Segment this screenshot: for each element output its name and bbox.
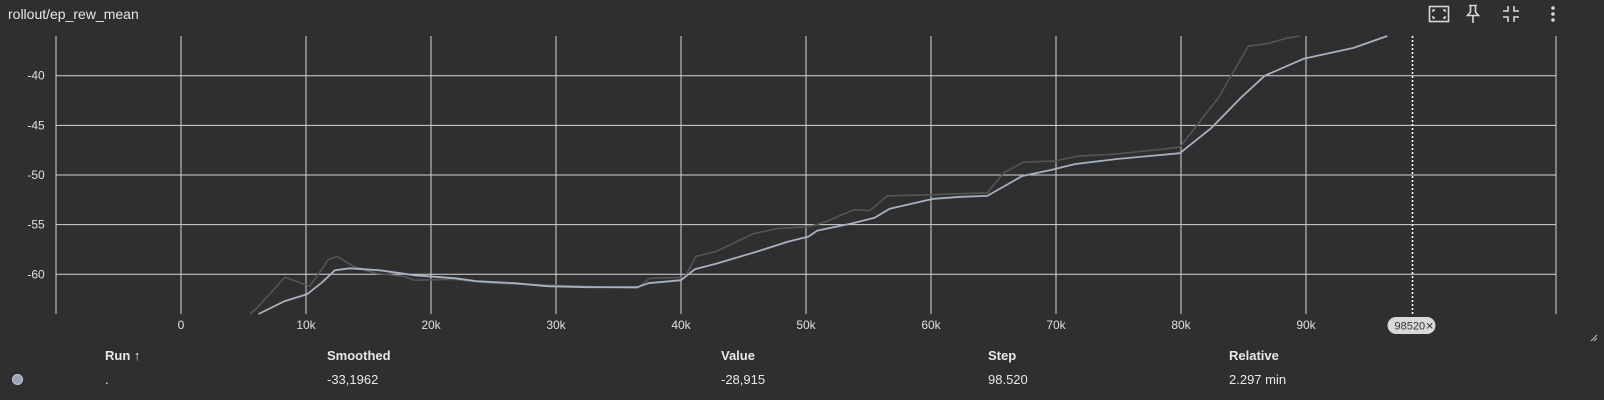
more-vert-icon [1551,6,1555,22]
x-tick-label: 70k [1046,318,1066,332]
chart-series [249,35,1388,315]
x-tick-label: 10k [296,318,316,332]
x-tick-label: 40k [671,318,691,332]
x-tick-label: 50k [796,318,816,332]
y-tick-label: -55 [27,218,45,232]
x-tick-label: 0 [178,318,185,332]
hover-step-label: 98520 [1395,321,1426,333]
chart-grid [55,36,1557,314]
hover-step-badge [1387,317,1436,334]
collapse-icon [1503,6,1519,22]
fit-domain-icon [1428,5,1450,23]
resize-handle-icon[interactable] [1590,334,1598,342]
x-tick-label: 30k [546,318,566,332]
series-line-smoothed [258,35,1388,315]
hover-marker[interactable]: 98520 ✕ [1387,36,1436,334]
y-axis: -60 -55 -50 -45 -40 [27,69,45,282]
header-value: Value [721,348,755,363]
run-color-dot-icon [12,374,23,385]
x-tick-label: 90k [1296,318,1316,332]
y-tick-label: -45 [27,118,45,132]
header-run[interactable]: Run ↑ [105,348,141,363]
header-smoothed: Smoothed [327,348,391,363]
y-tick-label: -40 [27,69,45,83]
y-tick-label: -50 [27,168,45,182]
x-axis: 0 10k 20k 30k 40k 50k 60k 70k 80k 90k [178,318,1317,332]
collapse-button[interactable] [1498,2,1524,26]
run-name: . [105,372,109,387]
step-value: 98.520 [988,372,1028,387]
x-tick-label: 20k [421,318,441,332]
smoothed-value: -33,1962 [327,372,379,387]
pin-button[interactable] [1460,2,1486,26]
line-chart[interactable]: -60 -55 -50 -45 -40 0 10k 20k 30k 40k 50k 60k 70k 80… [0,0,1604,345]
header-relative: Relative [1229,348,1279,363]
series-line-raw [249,35,1300,315]
raw-value: -28,915 [721,372,766,387]
pin-icon [1465,4,1481,23]
more-options-button[interactable] [1540,2,1566,26]
chart-title: rollout/ep_rew_mean [8,6,139,22]
x-tick-label: 80k [1171,318,1191,332]
hover-close-icon: ✕ [1426,322,1434,333]
y-tick-label: -60 [27,267,45,281]
fit-domain-button[interactable] [1426,2,1452,26]
x-tick-label: 60k [921,318,941,332]
header-step: Step [988,348,1017,363]
relative-value: 2.297 min [1229,372,1287,387]
